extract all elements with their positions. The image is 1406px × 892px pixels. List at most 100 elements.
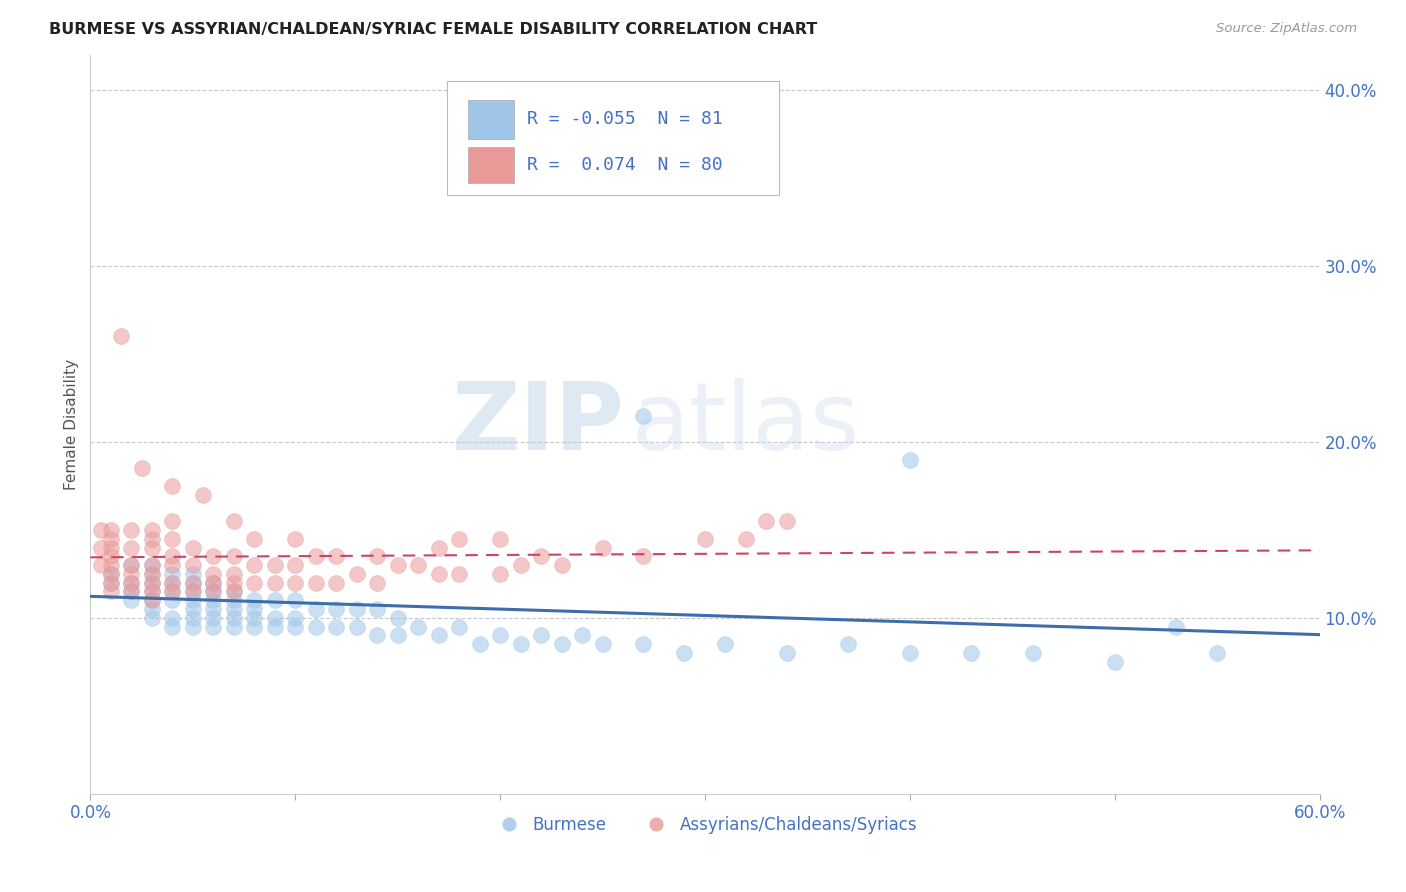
Point (387, 628, 409, 642)
Point (120, 558, 142, 573)
Point (530, 549, 553, 564)
Point (181, 575, 204, 590)
Point (222, 584, 245, 599)
Point (305, 602, 328, 616)
Point (222, 611, 245, 625)
Point (162, 479, 184, 493)
Point (120, 523, 142, 537)
Point (243, 602, 266, 616)
Point (162, 593, 184, 607)
Point (100, 532, 122, 546)
Point (243, 558, 266, 573)
Point (162, 619, 184, 633)
Point (284, 619, 307, 633)
Point (633, 637, 655, 651)
Legend: Burmese, Assyrians/Chaldeans/Syriacs: Burmese, Assyrians/Chaldeans/Syriacs (486, 809, 924, 841)
Point (243, 575, 266, 590)
Point (489, 628, 512, 642)
Point (325, 575, 347, 590)
Point (305, 619, 328, 633)
Point (305, 575, 328, 590)
Point (181, 619, 204, 633)
Point (592, 541, 614, 555)
Point (222, 619, 245, 633)
Point (222, 549, 245, 564)
Point (162, 532, 184, 546)
Point (90, 523, 112, 537)
Point (387, 611, 409, 625)
Point (162, 549, 184, 564)
Point (90, 541, 112, 555)
Point (202, 593, 225, 607)
Point (346, 566, 368, 581)
Point (960, 646, 983, 660)
Point (100, 566, 122, 581)
Point (222, 593, 245, 607)
Point (325, 549, 347, 564)
Point (162, 575, 184, 590)
Point (141, 532, 163, 546)
Point (141, 611, 163, 625)
Point (489, 171, 512, 186)
Point (898, 452, 921, 467)
Point (366, 602, 388, 616)
Point (714, 637, 737, 651)
Point (755, 514, 778, 528)
Point (162, 514, 184, 528)
Point (141, 593, 163, 607)
Point (120, 566, 142, 581)
Y-axis label: Female Disability: Female Disability (65, 359, 79, 490)
Point (181, 593, 204, 607)
Point (735, 532, 758, 546)
Text: R = -0.055  N = 81: R = -0.055 N = 81 (527, 111, 723, 128)
Point (141, 575, 163, 590)
Point (284, 558, 307, 573)
Point (284, 575, 307, 590)
Point (550, 637, 572, 651)
Point (427, 541, 450, 555)
Point (141, 523, 163, 537)
Point (202, 602, 225, 616)
Point (181, 584, 204, 599)
Point (222, 575, 245, 590)
Point (141, 558, 163, 573)
Point (202, 611, 225, 625)
Point (592, 637, 614, 651)
Point (162, 558, 184, 573)
Text: atlas: atlas (631, 378, 859, 470)
Point (366, 549, 388, 564)
Point (120, 558, 142, 573)
Point (263, 593, 285, 607)
Text: R =  0.074  N = 80: R = 0.074 N = 80 (527, 156, 723, 174)
Point (202, 566, 225, 581)
Point (141, 584, 163, 599)
Point (387, 558, 409, 573)
Point (346, 602, 368, 616)
Point (263, 558, 285, 573)
Point (222, 514, 245, 528)
Point (468, 637, 491, 651)
Point (141, 584, 163, 599)
Point (191, 488, 214, 502)
Point (120, 584, 142, 599)
Point (181, 611, 204, 625)
Point (222, 584, 245, 599)
Point (284, 532, 307, 546)
Point (120, 593, 142, 607)
Point (449, 619, 471, 633)
Point (202, 575, 225, 590)
Point (202, 584, 225, 599)
Point (406, 558, 429, 573)
Point (530, 628, 553, 642)
Point (222, 566, 245, 581)
Point (693, 532, 716, 546)
Point (110, 329, 132, 343)
Point (1206, 646, 1229, 660)
Point (120, 584, 142, 599)
Point (141, 558, 163, 573)
Point (90, 558, 112, 573)
Point (776, 514, 799, 528)
Point (181, 558, 204, 573)
Point (263, 611, 285, 625)
Point (181, 584, 204, 599)
